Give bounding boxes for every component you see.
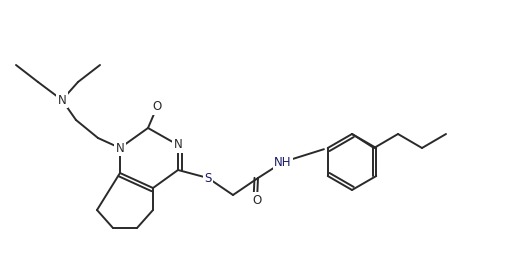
Text: N: N [116,142,124,155]
Text: N: N [58,94,66,106]
Text: NH: NH [274,156,292,168]
Text: N: N [174,139,183,152]
Text: S: S [204,172,211,185]
Text: O: O [252,193,261,206]
Text: O: O [153,101,161,114]
